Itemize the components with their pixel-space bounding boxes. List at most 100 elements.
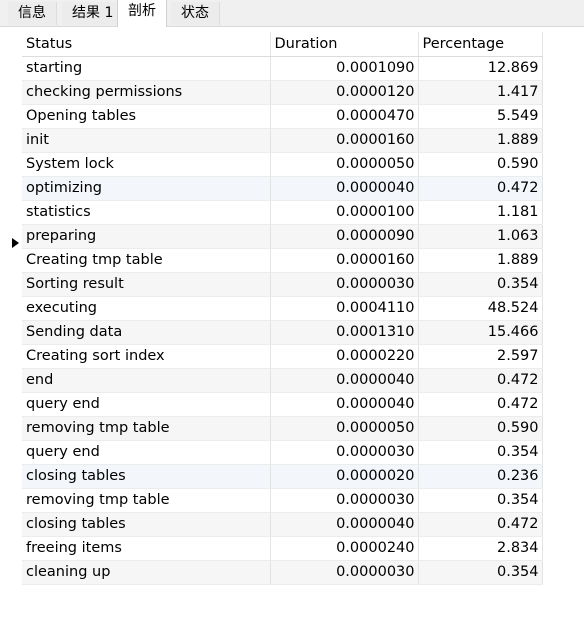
current-row-arrow-icon bbox=[12, 238, 19, 248]
cell-duration[interactable]: 0.0000040 bbox=[270, 512, 419, 537]
table-row[interactable]: executing 0.0004110 48.524 bbox=[22, 296, 543, 321]
table-row[interactable]: System lock 0.0000050 0.590 bbox=[22, 152, 543, 177]
tab-profile[interactable]: 剖析 bbox=[117, 0, 167, 27]
tab-status[interactable]: 状态 bbox=[171, 2, 220, 25]
cell-duration[interactable]: 0.0000030 bbox=[270, 272, 419, 297]
cell-percentage[interactable]: 2.834 bbox=[418, 536, 543, 561]
table-row[interactable]: starting 0.0001090 12.869 bbox=[22, 56, 543, 81]
cell-duration[interactable]: 0.0001310 bbox=[270, 320, 419, 345]
cell-percentage[interactable]: 0.472 bbox=[418, 176, 543, 201]
cell-duration[interactable]: 0.0000030 bbox=[270, 488, 419, 513]
cell-status[interactable]: checking permissions bbox=[22, 80, 271, 105]
table-row[interactable]: closing tables 0.0000040 0.472 bbox=[22, 512, 543, 537]
cell-status[interactable]: cleaning up bbox=[22, 560, 271, 585]
table-row[interactable]: end 0.0000040 0.472 bbox=[22, 368, 543, 393]
table-row[interactable]: optimizing 0.0000040 0.472 bbox=[22, 176, 543, 201]
cell-percentage[interactable]: 0.590 bbox=[418, 152, 543, 177]
cell-percentage[interactable]: 15.466 bbox=[418, 320, 543, 345]
tab-info[interactable]: 信息 bbox=[8, 2, 57, 25]
cell-status[interactable]: init bbox=[22, 128, 271, 153]
cell-duration[interactable]: 0.0000040 bbox=[270, 368, 419, 393]
cell-duration[interactable]: 0.0000120 bbox=[270, 80, 419, 105]
table-row[interactable]: query end 0.0000030 0.354 bbox=[22, 440, 543, 465]
table-row[interactable]: init 0.0000160 1.889 bbox=[22, 128, 543, 153]
cell-status[interactable]: closing tables bbox=[22, 512, 271, 537]
table-row[interactable]: statistics 0.0000100 1.181 bbox=[22, 200, 543, 225]
cell-percentage[interactable]: 12.869 bbox=[418, 56, 543, 81]
cell-duration[interactable]: 0.0000050 bbox=[270, 416, 419, 441]
cell-duration[interactable]: 0.0004110 bbox=[270, 296, 419, 321]
cell-status[interactable]: executing bbox=[22, 296, 271, 321]
table-row[interactable]: removing tmp table 0.0000050 0.590 bbox=[22, 416, 543, 441]
cell-duration[interactable]: 0.0000030 bbox=[270, 440, 419, 465]
cell-percentage[interactable]: 0.236 bbox=[418, 464, 543, 489]
cell-percentage[interactable]: 0.472 bbox=[418, 512, 543, 537]
cell-percentage[interactable]: 1.889 bbox=[418, 248, 543, 273]
cell-status[interactable]: freeing items bbox=[22, 536, 271, 561]
cell-percentage[interactable]: 1.181 bbox=[418, 200, 543, 225]
table-row[interactable]: Creating sort index 0.0000220 2.597 bbox=[22, 344, 543, 369]
cell-status[interactable]: statistics bbox=[22, 200, 271, 225]
cell-duration[interactable]: 0.0000160 bbox=[270, 248, 419, 273]
cell-percentage[interactable]: 0.472 bbox=[418, 392, 543, 417]
table-row[interactable]: Sending data 0.0001310 15.466 bbox=[22, 320, 543, 345]
cell-percentage[interactable]: 5.549 bbox=[418, 104, 543, 129]
cell-status[interactable]: Creating tmp table bbox=[22, 248, 271, 273]
cell-status[interactable]: preparing bbox=[22, 224, 271, 249]
table-row[interactable]: closing tables 0.0000020 0.236 bbox=[22, 464, 543, 489]
cell-percentage[interactable]: 1.063 bbox=[418, 224, 543, 249]
cell-duration[interactable]: 0.0000030 bbox=[270, 560, 419, 585]
profile-grid-panel: Status Duration Percentage starting 0.000… bbox=[0, 27, 584, 627]
cell-percentage[interactable]: 0.590 bbox=[418, 416, 543, 441]
cell-status[interactable]: Opening tables bbox=[22, 104, 271, 129]
cell-duration[interactable]: 0.0000240 bbox=[270, 536, 419, 561]
cell-duration[interactable]: 0.0000220 bbox=[270, 344, 419, 369]
cell-percentage[interactable]: 1.417 bbox=[418, 80, 543, 105]
tab-result-1[interactable]: 结果 1 bbox=[62, 2, 125, 25]
cell-duration[interactable]: 0.0000020 bbox=[270, 464, 419, 489]
column-header-duration[interactable]: Duration bbox=[270, 32, 419, 57]
cell-percentage[interactable]: 0.354 bbox=[418, 560, 543, 585]
cell-status[interactable]: starting bbox=[22, 56, 271, 81]
table-row[interactable]: query end 0.0000040 0.472 bbox=[22, 392, 543, 417]
cell-duration[interactable]: 0.0000050 bbox=[270, 152, 419, 177]
column-header-status[interactable]: Status bbox=[22, 32, 271, 57]
cell-duration[interactable]: 0.0000040 bbox=[270, 176, 419, 201]
table-row[interactable]: removing tmp table 0.0000030 0.354 bbox=[22, 488, 543, 513]
cell-status[interactable]: Creating sort index bbox=[22, 344, 271, 369]
cell-percentage[interactable]: 2.597 bbox=[418, 344, 543, 369]
cell-status[interactable]: removing tmp table bbox=[22, 488, 271, 513]
cell-status[interactable]: closing tables bbox=[22, 464, 271, 489]
cell-duration[interactable]: 0.0000160 bbox=[270, 128, 419, 153]
cell-status[interactable]: query end bbox=[22, 392, 271, 417]
cell-percentage[interactable]: 48.524 bbox=[418, 296, 543, 321]
table-body: starting 0.0001090 12.869 checking permissi… bbox=[22, 56, 543, 585]
cell-duration[interactable]: 0.0000090 bbox=[270, 224, 419, 249]
table-row[interactable]: Creating tmp table 0.0000160 1.889 bbox=[22, 248, 543, 273]
cell-percentage[interactable]: 0.354 bbox=[418, 488, 543, 513]
cell-status[interactable]: Sending data bbox=[22, 320, 271, 345]
cell-status[interactable]: Sorting result bbox=[22, 272, 271, 297]
cell-percentage[interactable]: 0.472 bbox=[418, 368, 543, 393]
cell-status[interactable]: end bbox=[22, 368, 271, 393]
row-indicator-gutter bbox=[0, 32, 22, 607]
cell-duration[interactable]: 0.0000100 bbox=[270, 200, 419, 225]
cell-status[interactable]: optimizing bbox=[22, 176, 271, 201]
cell-duration[interactable]: 0.0000470 bbox=[270, 104, 419, 129]
cell-status[interactable]: query end bbox=[22, 440, 271, 465]
cell-duration[interactable]: 0.0001090 bbox=[270, 56, 419, 81]
cell-percentage[interactable]: 0.354 bbox=[418, 440, 543, 465]
table-row[interactable]: freeing items 0.0000240 2.834 bbox=[22, 536, 543, 561]
table-row[interactable]: cleaning up 0.0000030 0.354 bbox=[22, 560, 543, 585]
cell-status[interactable]: removing tmp table bbox=[22, 416, 271, 441]
cell-duration[interactable]: 0.0000040 bbox=[270, 392, 419, 417]
table-row[interactable]: checking permissions 0.0000120 1.417 bbox=[22, 80, 543, 105]
table-row[interactable]: Opening tables 0.0000470 5.549 bbox=[22, 104, 543, 129]
table-row[interactable]: preparing 0.0000090 1.063 bbox=[22, 224, 543, 249]
cell-percentage[interactable]: 0.354 bbox=[418, 272, 543, 297]
result-tab-bar: 信息 结果 1 剖析 状态 bbox=[0, 0, 584, 27]
cell-status[interactable]: System lock bbox=[22, 152, 271, 177]
cell-percentage[interactable]: 1.889 bbox=[418, 128, 543, 153]
column-header-percentage[interactable]: Percentage bbox=[418, 32, 543, 57]
table-row[interactable]: Sorting result 0.0000030 0.354 bbox=[22, 272, 543, 297]
